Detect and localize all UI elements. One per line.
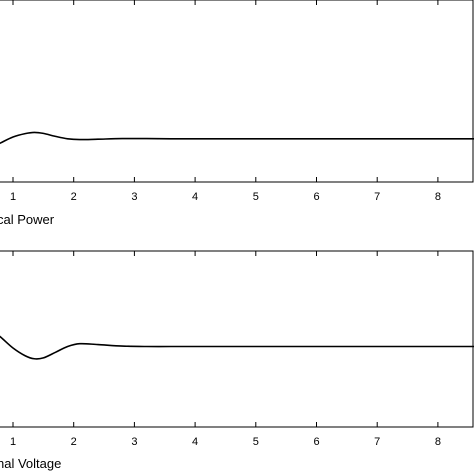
top-series-line xyxy=(0,131,474,145)
x-tick-label: 7 xyxy=(374,436,380,448)
top-axes-frame xyxy=(0,0,474,183)
x-tick-label: 7 xyxy=(374,191,380,203)
x-tick-label: 5 xyxy=(253,436,259,448)
x-tick-label: 4 xyxy=(192,436,198,448)
bottom-series-line xyxy=(0,335,474,360)
bottom-panel: 1 2 3 4 5 6 7 8 nal Voltage xyxy=(0,250,474,471)
bottom-x-ticks xyxy=(12,251,439,427)
x-tick-label: 4 xyxy=(192,191,198,203)
bottom-axes-frame xyxy=(0,250,474,428)
x-tick-label: 6 xyxy=(313,191,319,203)
x-tick-label: 8 xyxy=(435,436,441,448)
top-x-ticks xyxy=(12,0,439,182)
x-tick-label: 2 xyxy=(71,436,77,448)
x-tick-label: 1 xyxy=(10,191,16,203)
x-tick-label: 1 xyxy=(10,436,16,448)
top-panel: 1 2 3 4 5 6 7 8 cal Power xyxy=(0,0,474,227)
x-tick-label: 6 xyxy=(313,436,319,448)
x-tick-label: 3 xyxy=(131,191,137,203)
x-tick-label: 2 xyxy=(71,191,77,203)
x-tick-label: 8 xyxy=(435,191,441,203)
top-x-axis-label: cal Power xyxy=(0,212,55,227)
x-tick-label: 5 xyxy=(253,191,259,203)
bottom-x-tick-labels: 1 2 3 4 5 6 7 8 xyxy=(10,436,441,448)
bottom-x-axis-label: nal Voltage xyxy=(0,456,61,471)
top-x-tick-labels: 1 2 3 4 5 6 7 8 xyxy=(10,191,441,203)
x-tick-label: 3 xyxy=(131,436,137,448)
